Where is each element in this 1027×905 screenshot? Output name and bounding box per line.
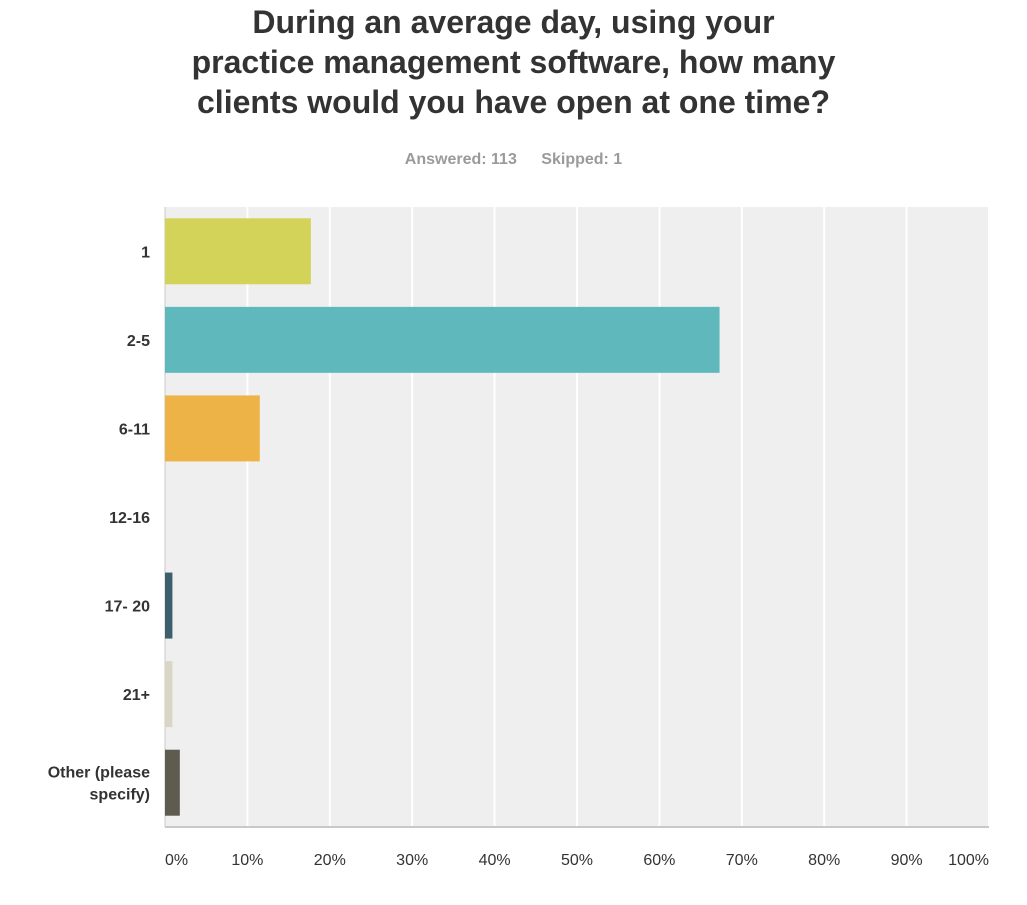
x-tick-label: 10% (231, 852, 263, 869)
skipped-count: Skipped: 1 (541, 151, 623, 168)
category-label: 1 (141, 244, 150, 261)
response-summary: Answered: 113 Skipped: 1 (0, 151, 1027, 169)
chart-title-line-3: clients would you have open at one time? (197, 84, 830, 120)
x-tick-label: 90% (891, 852, 923, 869)
x-tick-label: 20% (314, 852, 346, 869)
bar-1 (165, 218, 311, 285)
category-label: 2-5 (127, 333, 150, 350)
bar-7 (165, 749, 180, 816)
bar-5 (165, 572, 173, 639)
category-label: 17- 20 (105, 599, 150, 616)
category-label: 6-11 (119, 421, 150, 438)
chart-title: During an average day, using your practi… (0, 2, 1027, 122)
x-tick-label: 100% (948, 852, 989, 869)
x-tick-label: 50% (561, 852, 593, 869)
category-label: 21+ (123, 687, 150, 704)
answered-count: Answered: 113 (404, 151, 517, 168)
bar-2 (165, 306, 720, 373)
chart-title-line-1: During an average day, using your (252, 4, 775, 40)
x-tick-label: 80% (808, 852, 840, 869)
chart-title-line-2: practice management software, how many (191, 44, 836, 80)
bar-3 (165, 395, 260, 462)
category-label: Other (please specify) (48, 765, 150, 804)
x-tick-label: 40% (479, 852, 511, 869)
x-tick-label: 30% (396, 852, 428, 869)
category-label: 12-16 (109, 510, 150, 527)
bar-6 (165, 661, 173, 728)
x-tick-label: 0% (165, 852, 188, 869)
x-tick-label: 60% (643, 852, 675, 869)
x-tick-label: 70% (726, 852, 758, 869)
